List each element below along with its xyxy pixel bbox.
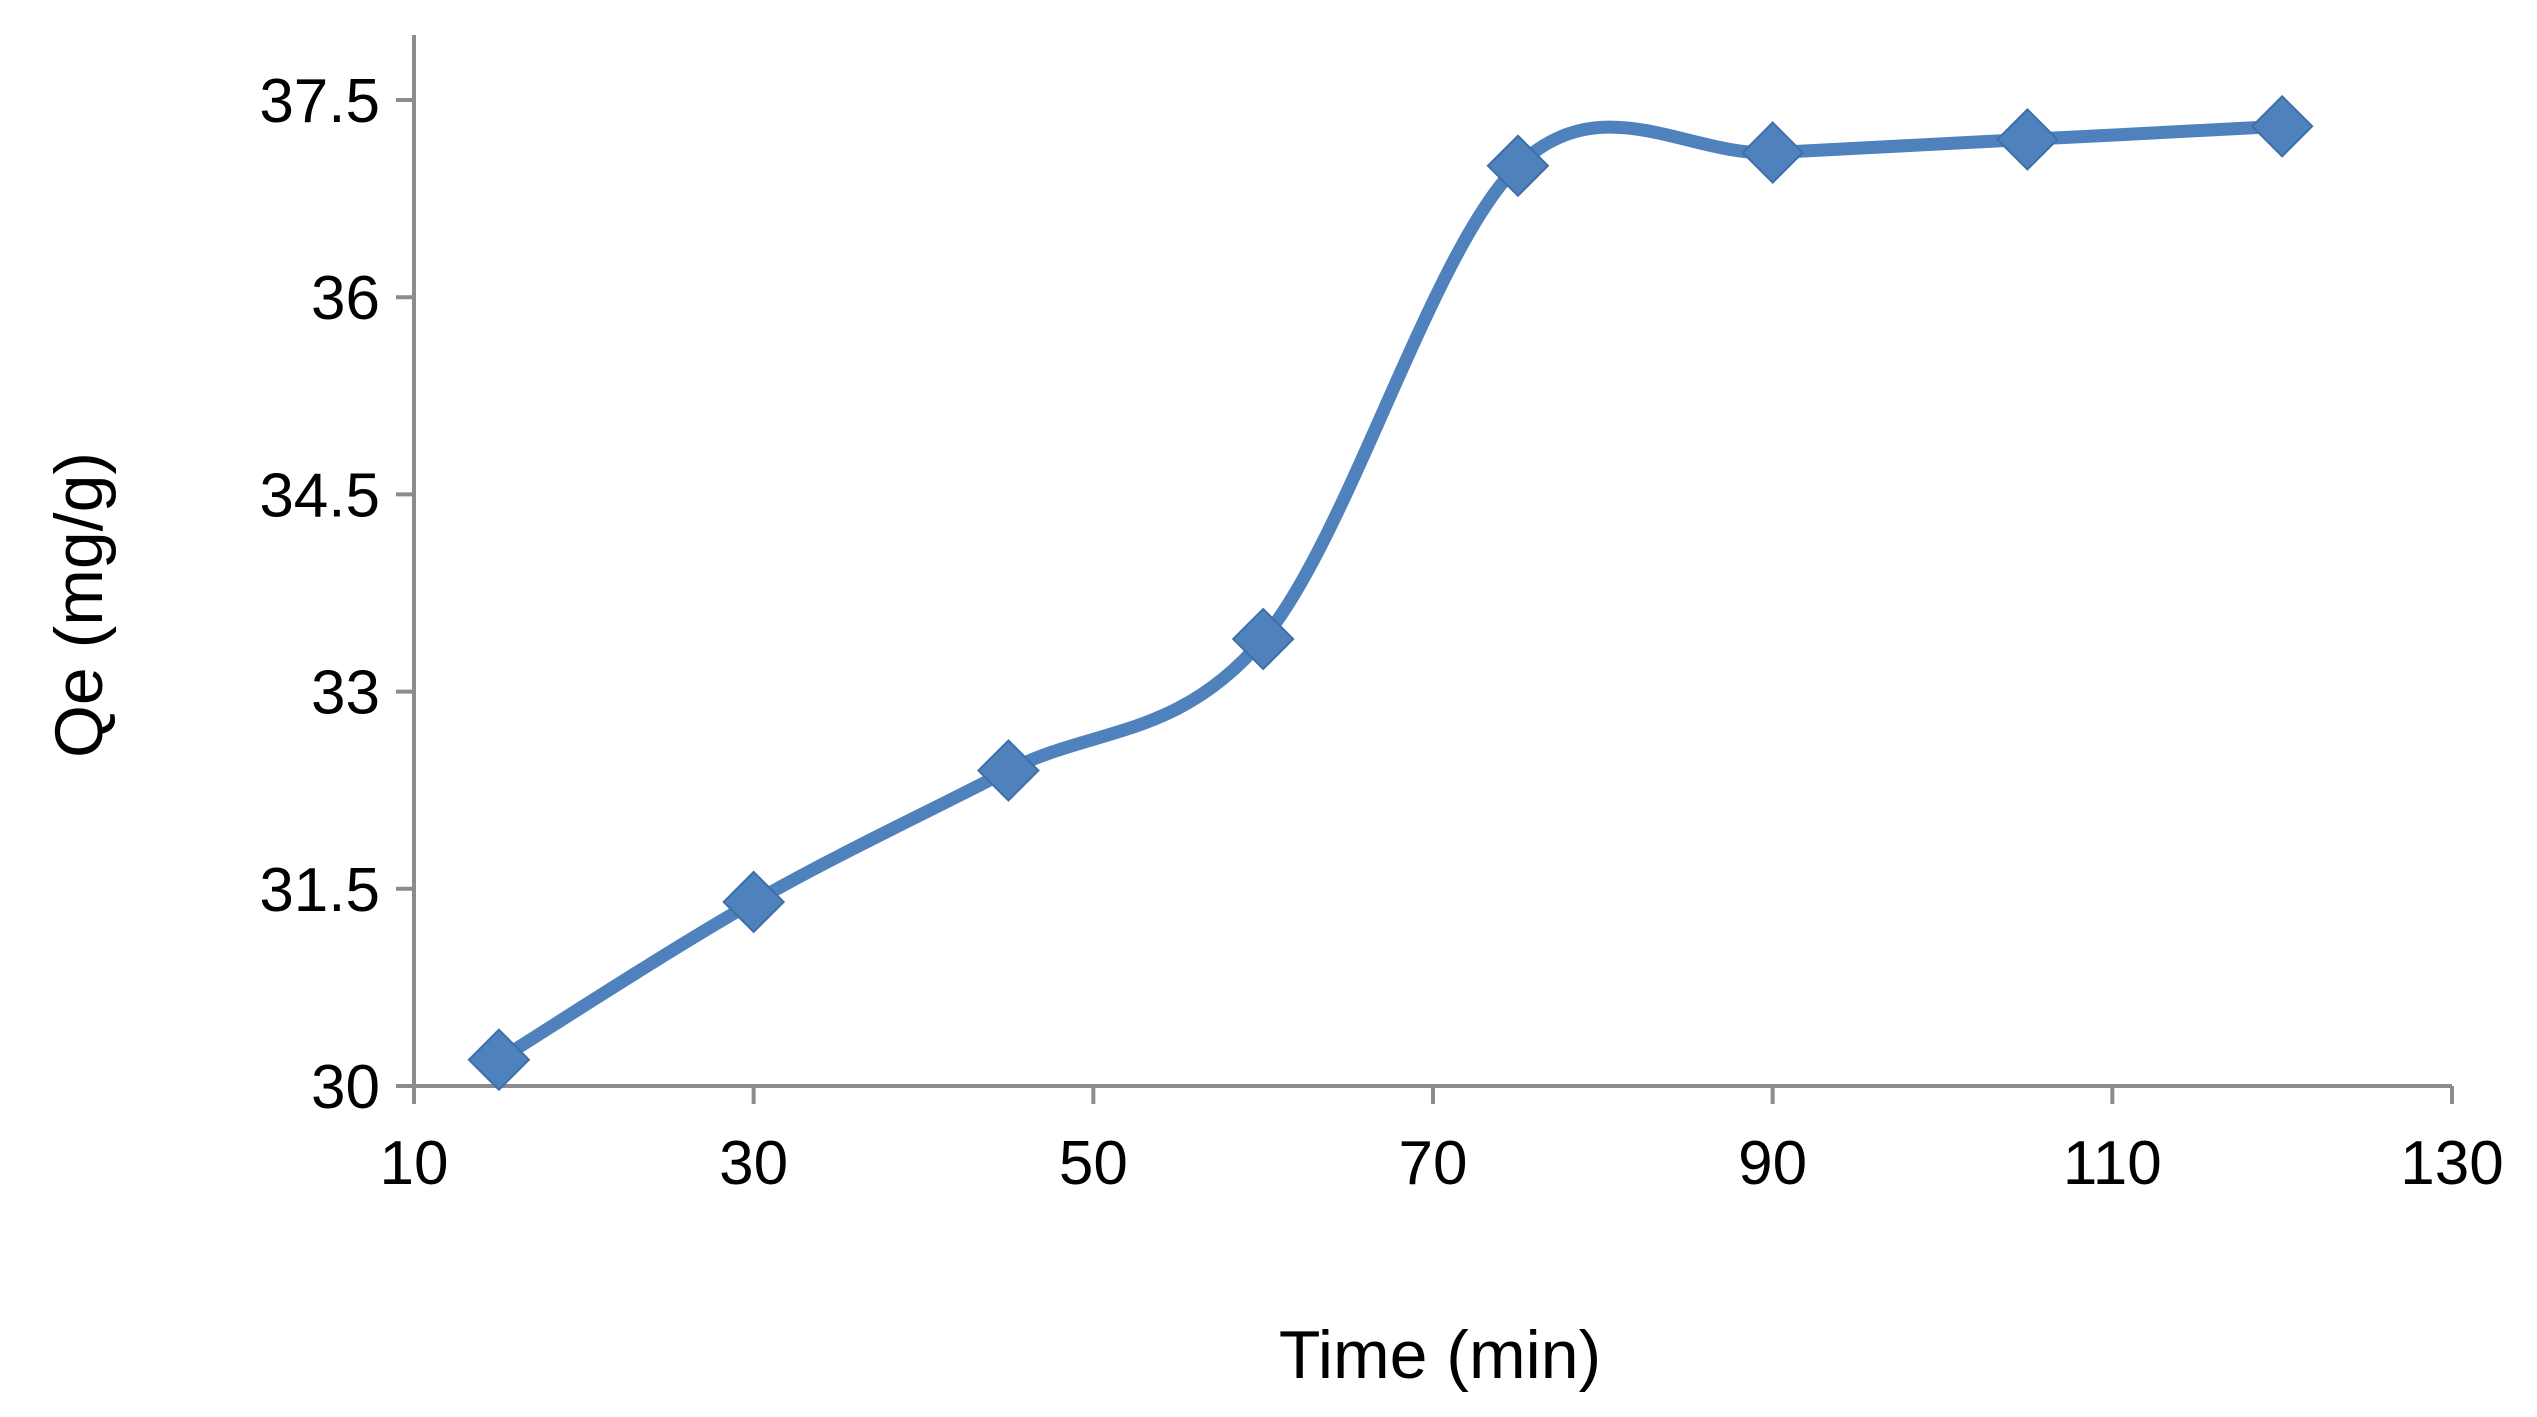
data-point — [467, 1028, 531, 1092]
markers-layer — [467, 94, 2314, 1092]
x-tick-label: 70 — [1399, 1129, 1468, 1198]
x-tick-label: 90 — [1738, 1129, 1807, 1198]
data-point — [722, 870, 786, 934]
y-tick-label: 30 — [311, 1053, 380, 1122]
y-tick-label: 31.5 — [259, 856, 380, 925]
x-axis-title: Time (min) — [1279, 1317, 1601, 1393]
x-tick-label: 10 — [380, 1129, 449, 1198]
y-tick-label: 36 — [311, 264, 380, 333]
data-point — [1996, 108, 2059, 171]
x-tick-label: 130 — [2400, 1129, 2503, 1198]
y-tick-label: 33 — [311, 659, 380, 728]
data-point — [2250, 94, 2314, 158]
y-tick-label: 37.5 — [259, 67, 380, 136]
series-line — [492, 119, 2289, 1067]
x-tick-label: 30 — [719, 1129, 788, 1198]
series-layer — [492, 119, 2289, 1067]
x-tick-label: 50 — [1059, 1129, 1128, 1198]
x-tick-label: 110 — [2063, 1129, 2162, 1198]
y-axis-title: Qe (mg/g) — [41, 452, 117, 758]
data-point — [977, 739, 1040, 802]
y-tick-label: 34.5 — [259, 461, 380, 530]
data-point — [1741, 121, 1805, 185]
data-point — [1486, 134, 1550, 198]
data-point — [1231, 607, 1295, 671]
